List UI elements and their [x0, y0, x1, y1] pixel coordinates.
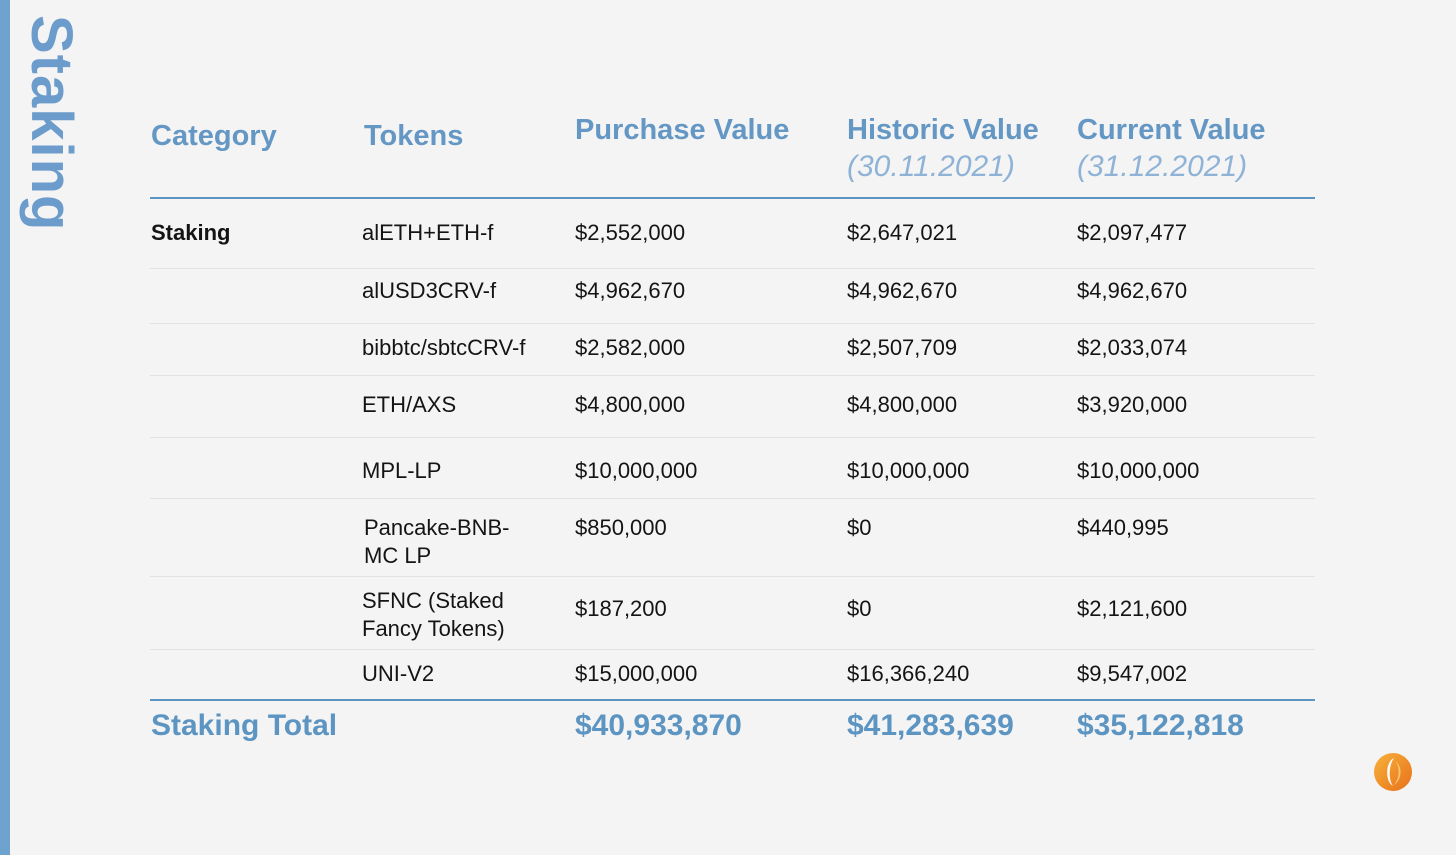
row-historic-value: $4,962,670	[847, 278, 958, 303]
row-token: SFNC (Staked Fancy Tokens)	[362, 588, 505, 641]
row-divider	[150, 649, 1315, 650]
header-purchase-value: Purchase Value	[575, 114, 790, 146]
row-current-value: $4,962,670	[1077, 278, 1188, 303]
left-accent-bar	[0, 0, 10, 855]
row-current-value: $440,995	[1077, 515, 1169, 540]
row-historic-value: $4,800,000	[847, 392, 958, 417]
row-historic-value: $0	[847, 515, 872, 540]
row-token: ETH/AXS	[362, 392, 457, 417]
row-purchase-value: $187,200	[575, 596, 667, 621]
row-divider	[150, 268, 1315, 269]
total-purchase-value: $40,933,870	[575, 709, 742, 742]
header-current-value: Current Value	[1077, 114, 1266, 146]
row-divider	[150, 323, 1315, 324]
header-tokens: Tokens	[364, 120, 464, 152]
row-divider	[150, 437, 1315, 438]
row-current-value: $9,547,002	[1077, 661, 1188, 686]
row-historic-value: $16,366,240	[847, 661, 970, 686]
row-current-value: $2,097,477	[1077, 220, 1188, 245]
row-divider	[150, 375, 1315, 376]
row-historic-value: $2,647,021	[847, 220, 958, 245]
row-purchase-value: $4,800,000	[575, 392, 686, 417]
total-rule	[150, 699, 1315, 701]
total-current-value: $35,122,818	[1077, 709, 1244, 742]
row-current-value: $3,920,000	[1077, 392, 1188, 417]
row-current-value: $2,121,600	[1077, 596, 1188, 621]
row-historic-value: $10,000,000	[847, 458, 970, 483]
total-label: Staking Total	[151, 709, 338, 742]
row-purchase-value: $15,000,000	[575, 661, 698, 686]
row-purchase-value: $2,582,000	[575, 335, 686, 360]
row-category: Staking	[151, 220, 231, 245]
header-historic-value: Historic Value	[847, 114, 1039, 146]
row-purchase-value: $10,000,000	[575, 458, 698, 483]
row-token: alETH+ETH-f	[362, 220, 494, 245]
row-divider	[150, 576, 1315, 577]
row-current-value: $10,000,000	[1077, 458, 1200, 483]
row-historic-value: $2,507,709	[847, 335, 958, 360]
orange-swirl-logo-icon	[1374, 753, 1412, 791]
row-token: bibbtc/sbtcCRV-f	[362, 335, 526, 360]
header-historic-date: (30.11.2021)	[847, 150, 1015, 183]
row-token: Pancake-BNB-MC LP	[364, 515, 510, 568]
row-token: alUSD3CRV-f	[362, 278, 497, 303]
page-title: Staking	[19, 15, 84, 232]
row-token: UNI-V2	[362, 661, 435, 686]
row-historic-value: $0	[847, 596, 872, 621]
header-rule	[150, 197, 1315, 199]
header-current-date: (31.12.2021)	[1077, 150, 1248, 183]
row-purchase-value: $2,552,000	[575, 220, 686, 245]
row-token: MPL-LP	[362, 458, 442, 483]
header-category: Category	[151, 120, 277, 152]
total-historic-value: $41,283,639	[847, 709, 1014, 742]
row-divider	[150, 498, 1315, 499]
row-purchase-value: $850,000	[575, 515, 667, 540]
row-purchase-value: $4,962,670	[575, 278, 686, 303]
row-current-value: $2,033,074	[1077, 335, 1188, 360]
